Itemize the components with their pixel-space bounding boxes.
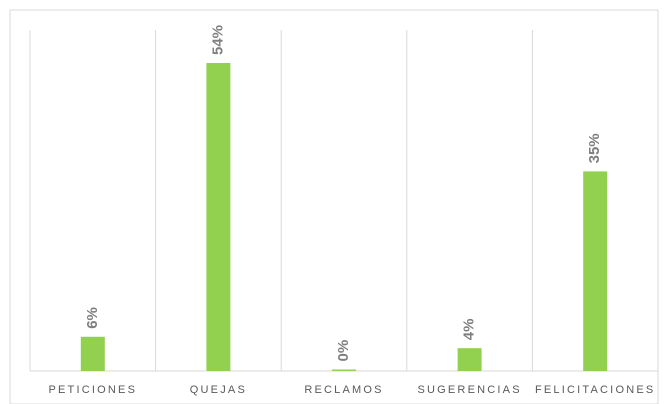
bar [80, 336, 105, 371]
bar [332, 369, 356, 371]
x-tick-label: FELICITACIONES [535, 384, 655, 396]
data-label: 0% [335, 340, 352, 362]
x-tick-label: RECLAMOS [304, 384, 383, 396]
data-label: 6% [84, 307, 101, 329]
data-label: 54% [209, 25, 226, 55]
bar [457, 348, 482, 371]
x-tick-label: QUEJAS [190, 384, 247, 396]
x-tick-label: PETICIONES [48, 384, 137, 396]
bar [583, 171, 608, 371]
x-tick-label: SUGERENCIAS [417, 384, 521, 396]
bar [206, 63, 231, 371]
data-label: 35% [586, 133, 603, 163]
data-label: 4% [461, 318, 478, 340]
